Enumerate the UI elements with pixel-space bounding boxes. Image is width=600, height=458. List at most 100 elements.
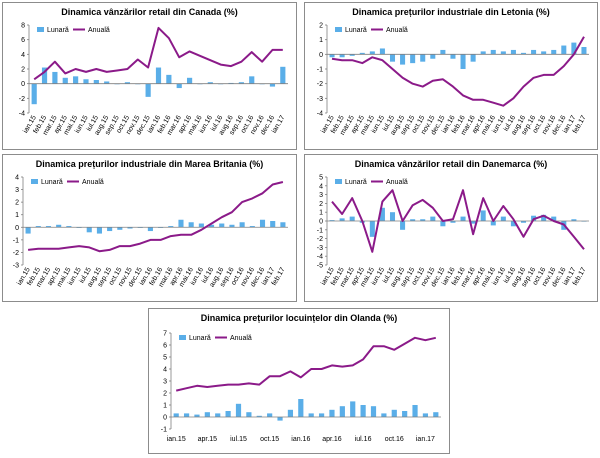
legend-label-monthly: Lunară [47, 27, 69, 34]
bar-monthly [178, 219, 184, 228]
chart-title: Dinamica prețurilor industriale din Leto… [352, 7, 550, 17]
bar-monthly [35, 226, 41, 228]
y-tick-label: 8 [21, 23, 25, 30]
legend-label-annual: Anuală [88, 27, 110, 34]
bar-monthly [350, 401, 356, 417]
chart-danemarca: Dinamica vânzărilor retail din Danemarca… [317, 159, 589, 289]
legend-label-annual: Anuală [386, 27, 408, 34]
bar-monthly [287, 409, 294, 417]
bar-monthly [440, 221, 446, 227]
bar-monthly [510, 49, 516, 55]
bar-monthly [83, 79, 89, 84]
bar-monthly [391, 409, 397, 417]
y-tick-label: 6 [163, 343, 167, 350]
bar-monthly [298, 399, 304, 417]
bar-monthly [379, 207, 385, 221]
bar-monthly [267, 413, 273, 417]
legend-swatch-monthly [31, 179, 38, 184]
x-tick-label: iul.15 [230, 436, 247, 443]
bar-monthly [370, 406, 377, 417]
y-tick-label: 1 [319, 210, 323, 217]
bar-monthly [127, 227, 133, 229]
bar-monthly [369, 51, 375, 55]
y-tick-label: 2 [163, 391, 167, 398]
bar-monthly [430, 54, 436, 59]
bar-monthly [41, 67, 48, 84]
legend-label-annual: Anuală [230, 335, 252, 342]
bar-monthly [259, 219, 266, 228]
y-tick-label: -4 [317, 254, 323, 261]
y-tick-label: -3 [317, 96, 323, 103]
bar-monthly [379, 48, 385, 55]
bar-monthly [66, 226, 72, 228]
y-tick-label: 3 [15, 187, 19, 194]
y-tick-label: 5 [163, 355, 167, 362]
legend-label-monthly: Lunară [41, 179, 63, 186]
chart-title: Dinamica prețurilor industriale din Mare… [36, 159, 264, 169]
chart-marea-britanie: Dinamica prețurilor industriale din Mare… [13, 159, 288, 289]
bar-monthly [510, 221, 516, 227]
bar-monthly [256, 415, 262, 417]
bar-monthly [73, 76, 79, 84]
bar-monthly [480, 210, 486, 221]
bar-monthly [412, 405, 418, 417]
bar-monthly [235, 403, 242, 417]
bar-monthly [450, 54, 456, 59]
x-tick-label: apr.16 [322, 436, 342, 443]
bar-monthly [318, 413, 325, 417]
bar-monthly [239, 222, 245, 228]
bar-monthly [422, 413, 429, 417]
bar-monthly [96, 227, 102, 234]
bar-monthly [531, 49, 537, 55]
bar-monthly [31, 83, 37, 105]
bar-monthly [173, 413, 179, 417]
bar-monthly [410, 54, 416, 64]
y-tick-label: -1 [317, 227, 323, 234]
bar-monthly [209, 224, 215, 228]
x-tick-label: oct.15 [260, 436, 279, 443]
bar-monthly [430, 216, 436, 221]
y-tick-label: -3 [317, 245, 323, 252]
y-tick-label: -2 [317, 81, 323, 88]
x-tick-label: iul.16 [355, 436, 372, 443]
bar-monthly [219, 223, 225, 228]
bar-monthly [186, 77, 193, 84]
legend-label-monthly: Lunară [189, 335, 211, 342]
bar-monthly [238, 82, 244, 84]
y-tick-label: 2 [21, 67, 25, 74]
bar-monthly [280, 222, 286, 228]
legend-label-annual: Anuală [82, 179, 104, 186]
bar-monthly [117, 227, 123, 230]
bar-monthly [155, 67, 162, 84]
bar-monthly [145, 83, 151, 97]
y-tick-label: 0 [21, 81, 25, 88]
bar-monthly [124, 82, 131, 84]
bar-monthly [52, 71, 58, 84]
bar-monthly [440, 49, 446, 55]
chart-panel-canada: Dinamica vânzărilor retail din Canada (%… [2, 2, 297, 150]
y-tick-label: 0 [15, 225, 19, 232]
legend-label-monthly: Lunară [345, 179, 367, 186]
bar-monthly [107, 227, 113, 232]
y-tick-label: -4 [317, 111, 323, 118]
line-annual [331, 189, 585, 253]
y-tick-label: 1 [319, 37, 323, 44]
bar-monthly [183, 413, 190, 417]
bar-monthly [198, 223, 204, 228]
bar-monthly [215, 413, 221, 417]
bar-monthly [389, 212, 396, 221]
line-annual [331, 36, 585, 107]
y-tick-label: 1 [163, 403, 167, 410]
x-tick-label: oct.16 [385, 436, 404, 443]
bar-monthly [369, 221, 375, 237]
bar-monthly [490, 49, 496, 55]
bar-monthly [269, 83, 276, 87]
bar-monthly [450, 221, 456, 223]
bar-monthly [349, 54, 355, 56]
chart-letonia: Dinamica prețurilor industriale din Leto… [317, 7, 589, 137]
bar-monthly [194, 414, 200, 417]
y-tick-label: -4 [19, 111, 25, 118]
bar-monthly [45, 226, 52, 228]
y-tick-label: 3 [319, 192, 323, 199]
y-tick-label: 2 [15, 200, 19, 207]
